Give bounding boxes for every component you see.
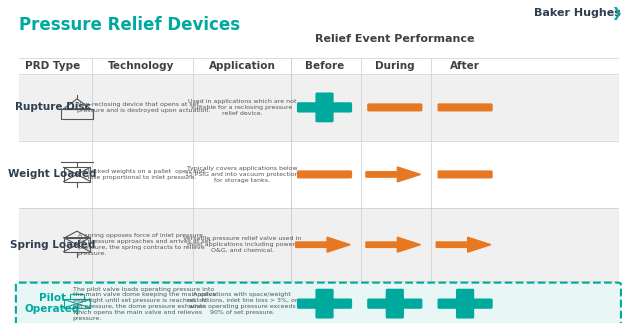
- Text: Spring Loaded: Spring Loaded: [10, 240, 95, 250]
- Text: Application: Application: [208, 61, 275, 71]
- FancyBboxPatch shape: [298, 299, 351, 308]
- Text: PRD Type: PRD Type: [25, 61, 80, 71]
- Polygon shape: [327, 237, 350, 252]
- Bar: [19, 140, 618, 208]
- Text: During: During: [375, 61, 414, 71]
- Bar: [64, 167, 90, 182]
- FancyBboxPatch shape: [366, 172, 409, 177]
- FancyBboxPatch shape: [366, 242, 409, 247]
- Bar: [19, 208, 618, 281]
- Text: Versatile pressure relief valve used in
most applications including power,
O&G, : Versatile pressure relief valve used in …: [183, 236, 301, 253]
- FancyBboxPatch shape: [316, 93, 333, 122]
- FancyBboxPatch shape: [457, 290, 474, 318]
- Text: Rupture Disc: Rupture Disc: [15, 102, 90, 112]
- FancyBboxPatch shape: [436, 242, 480, 247]
- FancyBboxPatch shape: [298, 171, 351, 178]
- Bar: [19, 58, 618, 74]
- FancyBboxPatch shape: [386, 290, 403, 318]
- Text: Weight Loaded: Weight Loaded: [8, 169, 97, 179]
- Text: The pilot valve loads operating pressure into
the main valve dome keeping the ma: The pilot valve loads operating pressure…: [72, 287, 216, 321]
- Polygon shape: [397, 167, 421, 182]
- FancyBboxPatch shape: [438, 104, 492, 111]
- Text: A spring opposes force of inlet pressure.
As pressure approaches and arrives at : A spring opposes force of inlet pressure…: [78, 233, 211, 256]
- Text: Typically covers applications below
15 PSIG and into vacuum protection
for stora: Typically covers applications below 15 P…: [185, 166, 299, 183]
- FancyBboxPatch shape: [438, 299, 492, 308]
- Bar: [64, 299, 90, 308]
- FancyBboxPatch shape: [438, 171, 492, 178]
- Text: Used in applications which are not
suitable for a reclosing pressure
relief devi: Used in applications which are not suita…: [188, 99, 296, 116]
- Text: ❯: ❯: [604, 7, 623, 20]
- Text: Relief Event Performance: Relief Event Performance: [315, 34, 475, 44]
- Text: Pressure Relief Devices: Pressure Relief Devices: [19, 16, 240, 34]
- Text: After: After: [450, 61, 480, 71]
- Text: Pilot
Operated: Pilot Operated: [25, 293, 80, 314]
- Text: Applications with space/weight
restrictions, inlet line loss > 3%, or
when opera: Applications with space/weight restricti…: [187, 292, 297, 315]
- Bar: [19, 74, 618, 140]
- Polygon shape: [467, 237, 490, 252]
- Text: Technology: Technology: [108, 61, 174, 71]
- Bar: [64, 238, 90, 252]
- Text: Baker Hughes: Baker Hughes: [534, 8, 621, 18]
- FancyBboxPatch shape: [298, 103, 351, 112]
- FancyBboxPatch shape: [316, 290, 333, 318]
- FancyBboxPatch shape: [16, 283, 621, 325]
- Text: Before: Before: [305, 61, 344, 71]
- FancyBboxPatch shape: [296, 242, 339, 247]
- Text: Stacked weights on a pallet  open and
close proportional to inlet pressure.: Stacked weights on a pallet open and clo…: [84, 169, 205, 180]
- Polygon shape: [397, 237, 421, 252]
- FancyBboxPatch shape: [368, 299, 422, 308]
- Text: Non-reclosing device that opens at set
pressure and is destroyed upon actuation.: Non-reclosing device that opens at set p…: [77, 102, 211, 113]
- Bar: [71, 294, 84, 299]
- FancyBboxPatch shape: [368, 104, 422, 111]
- Bar: [61, 109, 93, 119]
